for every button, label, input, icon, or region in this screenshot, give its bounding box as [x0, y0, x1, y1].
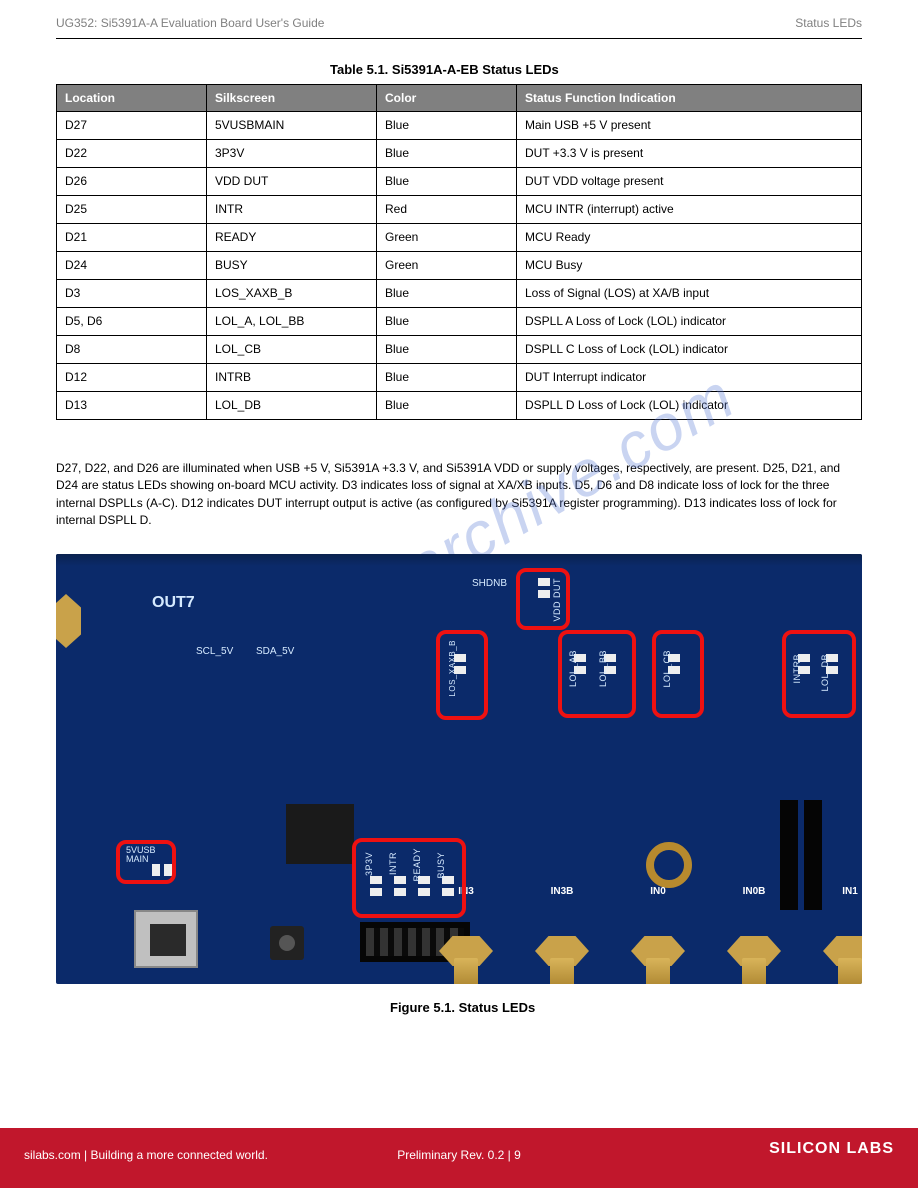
table-header-cell: Location	[57, 85, 207, 112]
table-cell: 5VUSBMAIN	[207, 112, 377, 140]
table-cell: Blue	[377, 308, 517, 336]
table-row: D21READYGreenMCU Ready	[57, 224, 862, 252]
callout-usb5v	[116, 840, 176, 884]
table-cell: Blue	[377, 336, 517, 364]
table-cell: D8	[57, 336, 207, 364]
table-row: D223P3VBlueDUT +3.3 V is present	[57, 140, 862, 168]
silk-sda5v: SDA_5V	[256, 646, 294, 657]
table-cell: INTR	[207, 196, 377, 224]
sma-connector: IN3B	[532, 930, 592, 984]
mounting-hole	[646, 842, 692, 888]
table-cell: LOS_XAXB_B	[207, 280, 377, 308]
table-cell: DSPLL A Loss of Lock (LOL) indicator	[517, 308, 862, 336]
silk-scl5v: SCL_5V	[196, 646, 233, 657]
sma-connector: IN0B	[724, 930, 784, 984]
table-row: D13LOL_DBBlueDSPLL D Loss of Lock (LOL) …	[57, 392, 862, 420]
table-cell: Blue	[377, 168, 517, 196]
table-cell: D25	[57, 196, 207, 224]
table-cell: BUSY	[207, 252, 377, 280]
table-caption: Table 5.1. Si5391A-A-EB Status LEDs	[330, 62, 559, 77]
table-cell: DUT VDD voltage present	[517, 168, 862, 196]
table-cell: Green	[377, 252, 517, 280]
table-cell: Main USB +5 V present	[517, 112, 862, 140]
sma-out7	[56, 600, 96, 660]
callout-intrb_db	[782, 630, 856, 718]
footer-brand: SILICON LABS	[769, 1140, 894, 1158]
table-cell: LOL_DB	[207, 392, 377, 420]
sma-connector: IN1	[820, 930, 862, 984]
silk-out7: OUT7	[152, 594, 195, 612]
board-figure: OUT7 SHDNB VDD DUT LOS_XAXB_B LOL_AB LOL…	[56, 554, 862, 984]
sma-connector: IN0	[628, 930, 688, 984]
usb-b-port	[134, 910, 198, 968]
table-cell: D3	[57, 280, 207, 308]
table-cell: DSPLL C Loss of Lock (LOL) indicator	[517, 336, 862, 364]
table-cell: VDD DUT	[207, 168, 377, 196]
sma-connector: IN3	[436, 930, 496, 984]
table-cell: D13	[57, 392, 207, 420]
status-led-table: LocationSilkscreenColorStatus Function I…	[56, 84, 862, 420]
sma-label: IN0B	[724, 886, 784, 897]
table-cell: D5, D6	[57, 308, 207, 336]
sma-label: IN0	[628, 886, 688, 897]
header-section: Status LEDs	[795, 16, 862, 30]
table-cell: DSPLL D Loss of Lock (LOL) indicator	[517, 392, 862, 420]
table-cell: D12	[57, 364, 207, 392]
table-row: D24BUSYGreenMCU Busy	[57, 252, 862, 280]
page-footer: silabs.com | Building a more connected w…	[0, 1128, 918, 1188]
table-cell: LOL_A, LOL_BB	[207, 308, 377, 336]
header-rule	[56, 38, 862, 39]
table-cell: Blue	[377, 392, 517, 420]
pcb-board: OUT7 SHDNB VDD DUT LOS_XAXB_B LOL_AB LOL…	[56, 554, 862, 984]
table-cell: Red	[377, 196, 517, 224]
sma-label: IN3B	[532, 886, 592, 897]
figure-caption: Figure 5.1. Status LEDs	[390, 1000, 535, 1015]
table-header-cell: Status Function Indication	[517, 85, 862, 112]
table-row: D3LOS_XAXB_BBlueLoss of Signal (LOS) at …	[57, 280, 862, 308]
table-header-cell: Color	[377, 85, 517, 112]
table-cell: MCU Busy	[517, 252, 862, 280]
table-row: D25INTRRedMCU INTR (interrupt) active	[57, 196, 862, 224]
table-cell: D22	[57, 140, 207, 168]
table-cell: MCU Ready	[517, 224, 862, 252]
silk-shdnb: SHDNB	[472, 578, 507, 589]
table-cell: Blue	[377, 280, 517, 308]
table-cell: LOL_CB	[207, 336, 377, 364]
table-row: D5, D6LOL_A, LOL_BBBlueDSPLL A Loss of L…	[57, 308, 862, 336]
table-cell: Green	[377, 224, 517, 252]
table-cell: Blue	[377, 364, 517, 392]
table-cell: INTRB	[207, 364, 377, 392]
table-cell: MCU INTR (interrupt) active	[517, 196, 862, 224]
callout-los_xaxb	[436, 630, 488, 720]
callout-lol_cb	[652, 630, 704, 718]
callout-lol_pair	[558, 630, 636, 718]
table-header-cell: Silkscreen	[207, 85, 377, 112]
mcu-ic	[286, 804, 354, 864]
table-cell: Blue	[377, 112, 517, 140]
table-cell: D21	[57, 224, 207, 252]
table-cell: DUT +3.3 V is present	[517, 140, 862, 168]
reset-button-icon	[270, 926, 304, 960]
sma-label: IN1	[820, 886, 862, 897]
table-cell: Blue	[377, 140, 517, 168]
callout-mcu_leds	[352, 838, 466, 918]
table-cell: D24	[57, 252, 207, 280]
table-cell: D26	[57, 168, 207, 196]
callout-vdd_dut	[516, 568, 570, 630]
header-doc-title: UG352: Si5391A-A Evaluation Board User's…	[56, 16, 324, 30]
body-paragraph: D27, D22, and D26 are illuminated when U…	[56, 460, 862, 530]
table-row: D8LOL_CBBlueDSPLL C Loss of Lock (LOL) i…	[57, 336, 862, 364]
table-cell: Loss of Signal (LOS) at XA/B input	[517, 280, 862, 308]
table-cell: READY	[207, 224, 377, 252]
table-row: D12INTRBBlueDUT Interrupt indicator	[57, 364, 862, 392]
table-cell: 3P3V	[207, 140, 377, 168]
table-row: D26VDD DUTBlueDUT VDD voltage present	[57, 168, 862, 196]
table-row: D275VUSBMAINBlueMain USB +5 V present	[57, 112, 862, 140]
table-cell: D27	[57, 112, 207, 140]
table-cell: DUT Interrupt indicator	[517, 364, 862, 392]
